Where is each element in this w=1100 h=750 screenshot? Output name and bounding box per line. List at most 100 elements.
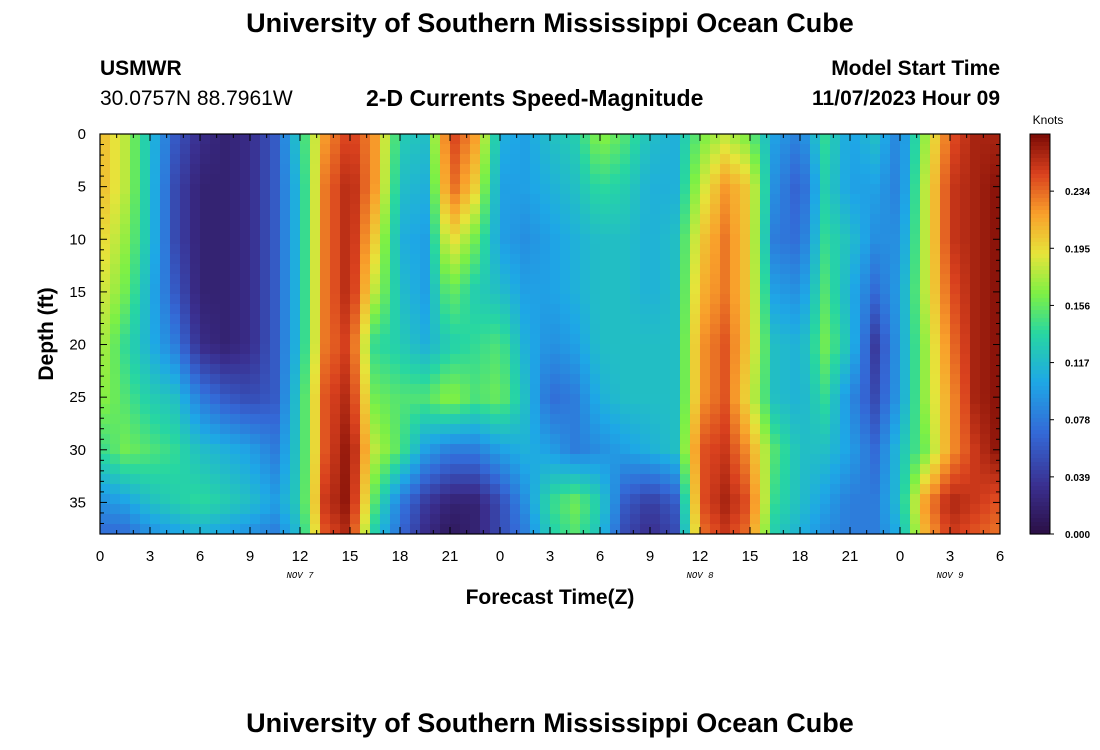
heatmap-cell: [170, 324, 181, 335]
heatmap-cell: [970, 444, 981, 455]
heatmap-cell: [740, 474, 751, 485]
heatmap-cell: [580, 254, 591, 265]
heatmap-cell: [620, 384, 631, 395]
heatmap-cell: [540, 324, 551, 335]
heatmap-cell: [290, 324, 301, 335]
heatmap-cell: [520, 454, 531, 465]
heatmap-cell: [390, 244, 401, 255]
heatmap-cell: [490, 294, 501, 305]
heatmap-cell: [990, 344, 1000, 355]
heatmap-cell: [350, 474, 361, 485]
heatmap-cell: [850, 214, 861, 225]
heatmap-cell: [830, 424, 841, 435]
heatmap-cell: [640, 484, 651, 495]
heatmap-cell: [950, 404, 961, 415]
heatmap-cell: [290, 314, 301, 325]
heatmap-cell: [130, 484, 141, 495]
heatmap-cell: [440, 364, 451, 375]
heatmap-cell: [240, 314, 251, 325]
heatmap-cell: [100, 404, 111, 415]
heatmap-cell: [320, 424, 331, 435]
heatmap-cell: [270, 424, 281, 435]
heatmap-cell: [720, 274, 731, 285]
heatmap-cell: [810, 184, 821, 195]
heatmap-cell: [220, 154, 231, 165]
heatmap-cell: [840, 304, 851, 315]
heatmap-cell: [670, 314, 681, 325]
heatmap-cell: [780, 384, 791, 395]
heatmap-cell: [620, 224, 631, 235]
x-tick-label: 3: [946, 548, 954, 565]
heatmap-cell: [160, 484, 171, 495]
heatmap-cell: [170, 264, 181, 275]
heatmap-cell: [990, 374, 1000, 385]
heatmap-cell: [860, 244, 871, 255]
heatmap-cell: [310, 524, 321, 534]
heatmap-cell: [860, 174, 871, 185]
heatmap-cell: [240, 284, 251, 295]
heatmap-cell: [670, 514, 681, 525]
heatmap-cell: [860, 214, 871, 225]
heatmap-cell: [490, 274, 501, 285]
heatmap-cell: [150, 394, 161, 405]
heatmap-cell: [900, 154, 911, 165]
heatmap-cell: [690, 294, 701, 305]
heatmap-cell: [730, 344, 741, 355]
heatmap-cell: [680, 154, 691, 165]
heatmap-cell: [760, 314, 771, 325]
heatmap-cell: [140, 414, 151, 425]
heatmap-cell: [840, 454, 851, 465]
heatmap-cell: [450, 324, 461, 335]
heatmap-cell: [910, 394, 921, 405]
heatmap-cell: [310, 454, 321, 465]
heatmap-cell: [400, 494, 411, 505]
heatmap-cell: [830, 204, 841, 215]
heatmap-cell: [510, 144, 521, 155]
heatmap-cell: [350, 264, 361, 275]
heatmap-cell: [850, 394, 861, 405]
heatmap-cell: [890, 454, 901, 465]
heatmap-cell: [170, 164, 181, 175]
heatmap-cell: [380, 394, 391, 405]
heatmap-cell: [180, 134, 191, 145]
heatmap-cell: [420, 134, 431, 145]
heatmap-cell: [180, 344, 191, 355]
heatmap-cell: [230, 294, 241, 305]
heatmap-cell: [590, 214, 601, 225]
heatmap-cell: [360, 214, 371, 225]
heatmap-cell: [180, 204, 191, 215]
heatmap-cell: [760, 484, 771, 495]
heatmap-cell: [680, 264, 691, 275]
heatmap-cell: [920, 254, 931, 265]
heatmap-cell: [790, 374, 801, 385]
heatmap-cell: [440, 504, 451, 515]
heatmap-cell: [360, 334, 371, 345]
heatmap-cell: [360, 384, 371, 395]
heatmap-cell: [260, 414, 271, 425]
heatmap-cell: [620, 184, 631, 195]
heatmap-cell: [990, 134, 1000, 145]
heatmap-cell: [200, 254, 211, 265]
heatmap-cell: [750, 264, 761, 275]
heatmap-cell: [320, 264, 331, 275]
heatmap-cell: [240, 204, 251, 215]
heatmap-cell: [390, 484, 401, 495]
heatmap-cell: [740, 174, 751, 185]
heatmap-cell: [440, 424, 451, 435]
heatmap-cell: [350, 194, 361, 205]
heatmap-cell: [790, 464, 801, 475]
heatmap-cell: [730, 234, 741, 245]
heatmap-cell: [610, 334, 621, 345]
heatmap-cell: [380, 354, 391, 365]
heatmap-cell: [980, 314, 991, 325]
heatmap-cell: [740, 224, 751, 235]
heatmap-cell: [970, 484, 981, 495]
heatmap-cell: [220, 374, 231, 385]
heatmap-cell: [770, 354, 781, 365]
heatmap-cell: [430, 494, 441, 505]
heatmap-cell: [400, 484, 411, 495]
heatmap-cell: [890, 184, 901, 195]
heatmap-cell: [890, 504, 901, 515]
heatmap-cell: [750, 464, 761, 475]
heatmap-cell: [810, 204, 821, 215]
